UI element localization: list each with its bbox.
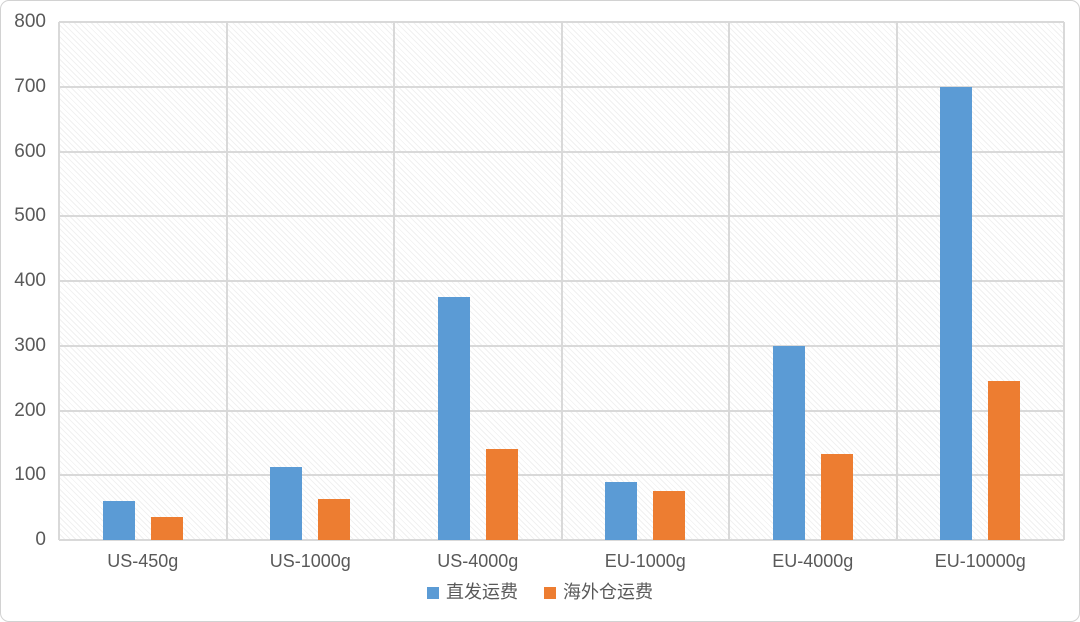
bar-direct-shipping-us-450g [102, 501, 135, 540]
gridline-vertical [728, 22, 730, 540]
y-tick-label: 500 [14, 205, 46, 227]
gridline-vertical [58, 22, 60, 540]
x-category-label: EU-10000g [934, 551, 1026, 571]
legend-item-overseas-warehouse-shipping: 海外仓运费 [544, 582, 653, 603]
y-tick-label: 100 [14, 464, 46, 486]
gridline-vertical [1063, 22, 1065, 540]
bar-direct-shipping-us-1000g [270, 466, 303, 540]
bar-overseas-warehouse-shipping-eu-1000g [653, 491, 686, 540]
y-tick-label: 600 [14, 140, 46, 162]
gridline-horizontal [59, 539, 1064, 541]
gridline-vertical [393, 22, 395, 540]
legend-swatch-icon [544, 586, 556, 599]
bar-overseas-warehouse-shipping-us-4000g [485, 449, 518, 540]
x-category-label: EU-4000g [772, 551, 854, 571]
gridline-vertical [225, 22, 228, 540]
y-tick-label: 300 [14, 334, 46, 356]
plot-area [58, 21, 1065, 541]
y-tick-label: 800 [14, 11, 46, 32]
legend-label: 直发运费 [446, 582, 518, 602]
y-tick-label: 0 [35, 529, 46, 550]
legend-label: 海外仓运费 [563, 582, 653, 602]
bar-direct-shipping-eu-4000g [772, 345, 805, 540]
y-tick-label: 700 [14, 75, 46, 97]
bar-direct-shipping-eu-10000g [940, 86, 973, 540]
bar-direct-shipping-us-4000g [437, 297, 470, 540]
y-tick-label: 400 [14, 270, 46, 291]
gridline-vertical [560, 22, 563, 540]
legend-swatch-icon [427, 586, 439, 599]
x-category-label: US-450g [107, 551, 179, 571]
legend: 直发运费 海外仓运费 [1, 582, 1079, 603]
legend-item-direct-shipping: 直发运费 [427, 582, 518, 603]
x-category-label: US-1000g [269, 551, 351, 571]
bar-overseas-warehouse-shipping-us-1000g [318, 499, 351, 540]
x-category-label: US-4000g [437, 551, 519, 571]
bar-overseas-warehouse-shipping-eu-4000g [820, 453, 853, 540]
bar-direct-shipping-eu-1000g [605, 482, 638, 540]
bar-overseas-warehouse-shipping-eu-10000g [988, 381, 1021, 540]
gridline-vertical [895, 22, 898, 540]
y-tick-label: 200 [14, 399, 46, 421]
x-category-label: EU-1000g [604, 551, 686, 571]
bar-overseas-warehouse-shipping-us-450g [150, 517, 183, 540]
